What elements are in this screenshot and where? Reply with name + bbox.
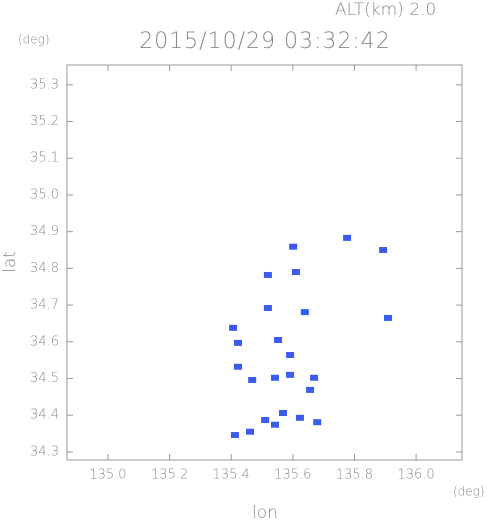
echo <box>270 374 279 381</box>
echo <box>286 371 295 378</box>
x-tick-label: 135.2 <box>151 468 188 483</box>
echo <box>278 410 287 417</box>
chart-title: 2015/10/29 03:32:42 <box>139 29 391 54</box>
x-axis-label: lon <box>252 503 278 521</box>
y-tick-label: 35.0 <box>30 187 59 202</box>
y-axis-label: lat <box>0 251 20 273</box>
y-tick-label: 34.3 <box>30 444 59 459</box>
echo <box>310 374 319 381</box>
echo <box>270 421 279 428</box>
echo <box>384 314 393 321</box>
y-tick-label: 34.5 <box>30 371 59 386</box>
echo <box>343 234 352 241</box>
y-tick-label: 34.8 <box>30 261 59 276</box>
echo <box>286 352 295 359</box>
echo <box>246 428 255 435</box>
echo <box>300 309 309 316</box>
y-tick-label: 34.7 <box>30 298 59 313</box>
echo <box>289 243 298 250</box>
echo <box>306 386 315 393</box>
echo <box>379 247 388 254</box>
x-tick-label: 135.8 <box>336 468 373 483</box>
x-tick-label: 135.6 <box>274 468 311 483</box>
echo <box>234 363 243 370</box>
y-tick-label: 35.2 <box>30 114 59 129</box>
x-unit: (deg) <box>453 485 485 499</box>
echo <box>261 416 270 423</box>
y-tick-label: 34.9 <box>30 224 59 239</box>
y-tick-label: 34.6 <box>30 334 59 349</box>
x-tick-label: 136.0 <box>397 468 434 483</box>
y-unit: (deg) <box>18 33 50 47</box>
x-tick-label: 135.0 <box>89 468 126 483</box>
echo <box>248 376 257 383</box>
echo <box>234 339 243 346</box>
x-tick-label: 135.4 <box>213 468 250 483</box>
y-tick-label: 35.1 <box>30 151 59 166</box>
echo <box>291 269 300 276</box>
echo <box>313 419 322 426</box>
y-tick-label: 34.4 <box>30 408 59 423</box>
echo <box>263 271 272 278</box>
echo <box>274 336 283 343</box>
echo <box>295 414 304 421</box>
y-tick-label: 35.3 <box>30 77 59 92</box>
echo <box>229 324 238 331</box>
plot-frame <box>66 64 463 461</box>
echo <box>263 305 272 312</box>
echo <box>230 432 239 439</box>
altitude-note: ALT(km) 2.0 <box>335 0 436 20</box>
